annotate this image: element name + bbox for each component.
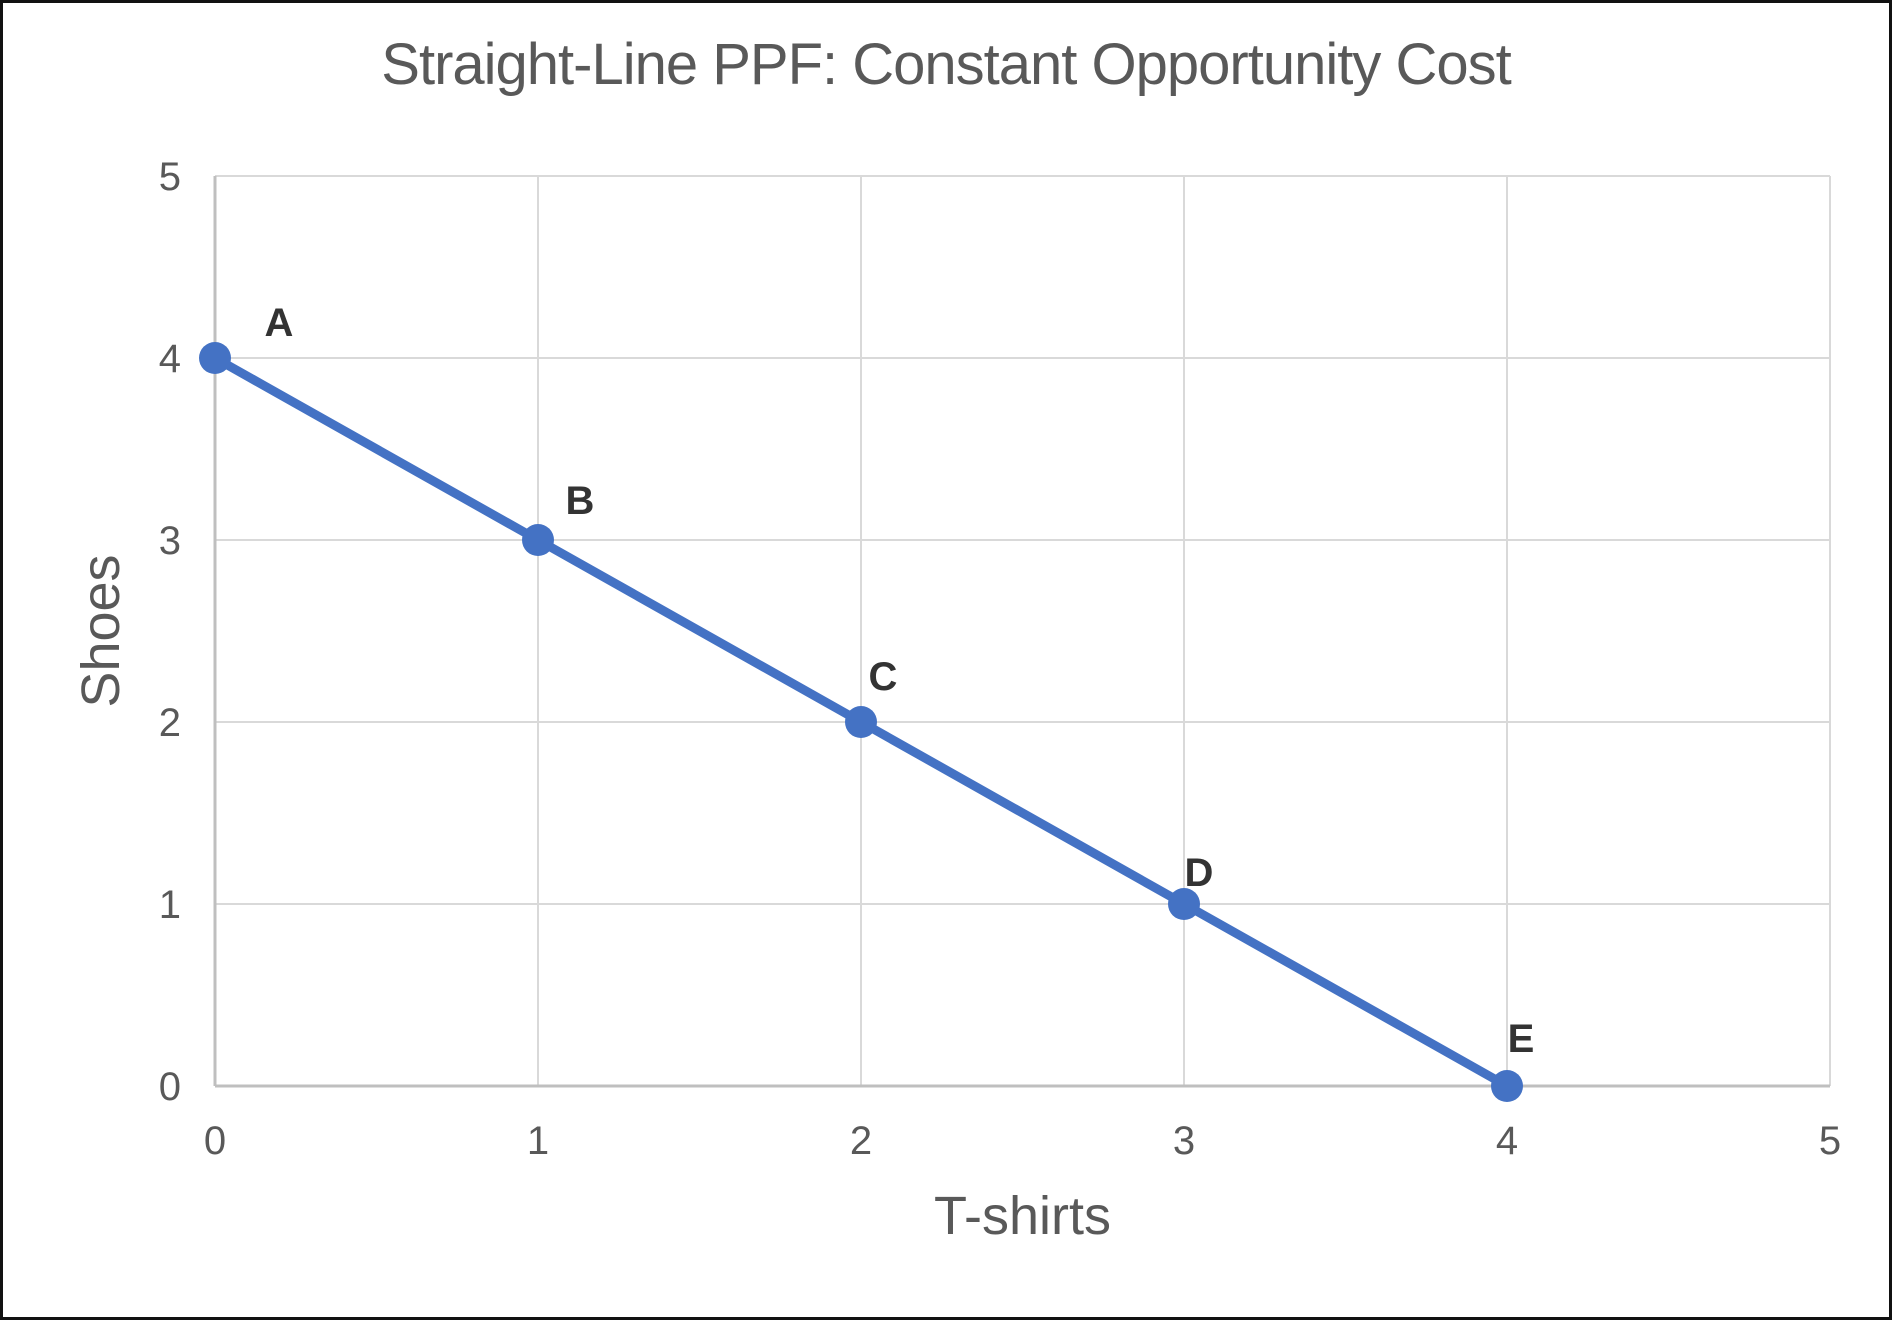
y-tick-label: 3 (159, 519, 181, 563)
x-tick-label: 0 (204, 1119, 226, 1163)
x-tick-label: 3 (1173, 1119, 1195, 1163)
y-tick-label: 0 (159, 1065, 181, 1109)
data-point-label: A (265, 301, 294, 345)
y-tick-label: 5 (159, 155, 181, 199)
y-axis-title: Shoes (71, 554, 131, 708)
x-tick-label: 4 (1496, 1119, 1518, 1163)
data-point-label: B (566, 479, 595, 523)
data-point-label: E (1508, 1017, 1535, 1061)
data-point-marker (1168, 888, 1200, 920)
data-point-label: D (1185, 851, 1214, 895)
data-point-marker (1491, 1070, 1523, 1102)
data-point-label: C (869, 655, 898, 699)
x-tick-label: 5 (1819, 1119, 1841, 1163)
data-point-marker (199, 342, 231, 374)
x-axis-title: T-shirts (933, 1186, 1111, 1246)
x-tick-label: 2 (850, 1119, 872, 1163)
plot-area: 0 1 2 3 4 5 0 1 2 3 4 5 A B C D E (159, 155, 1841, 1163)
y-tick-label: 1 (159, 883, 181, 927)
y-tick-label: 4 (159, 337, 181, 381)
y-tick-label: 2 (159, 701, 181, 745)
chart-title: Straight-Line PPF: Constant Opportunity … (381, 32, 1511, 97)
x-tick-label: 1 (527, 1119, 549, 1163)
data-point-marker (522, 524, 554, 556)
data-point-marker (845, 706, 877, 738)
